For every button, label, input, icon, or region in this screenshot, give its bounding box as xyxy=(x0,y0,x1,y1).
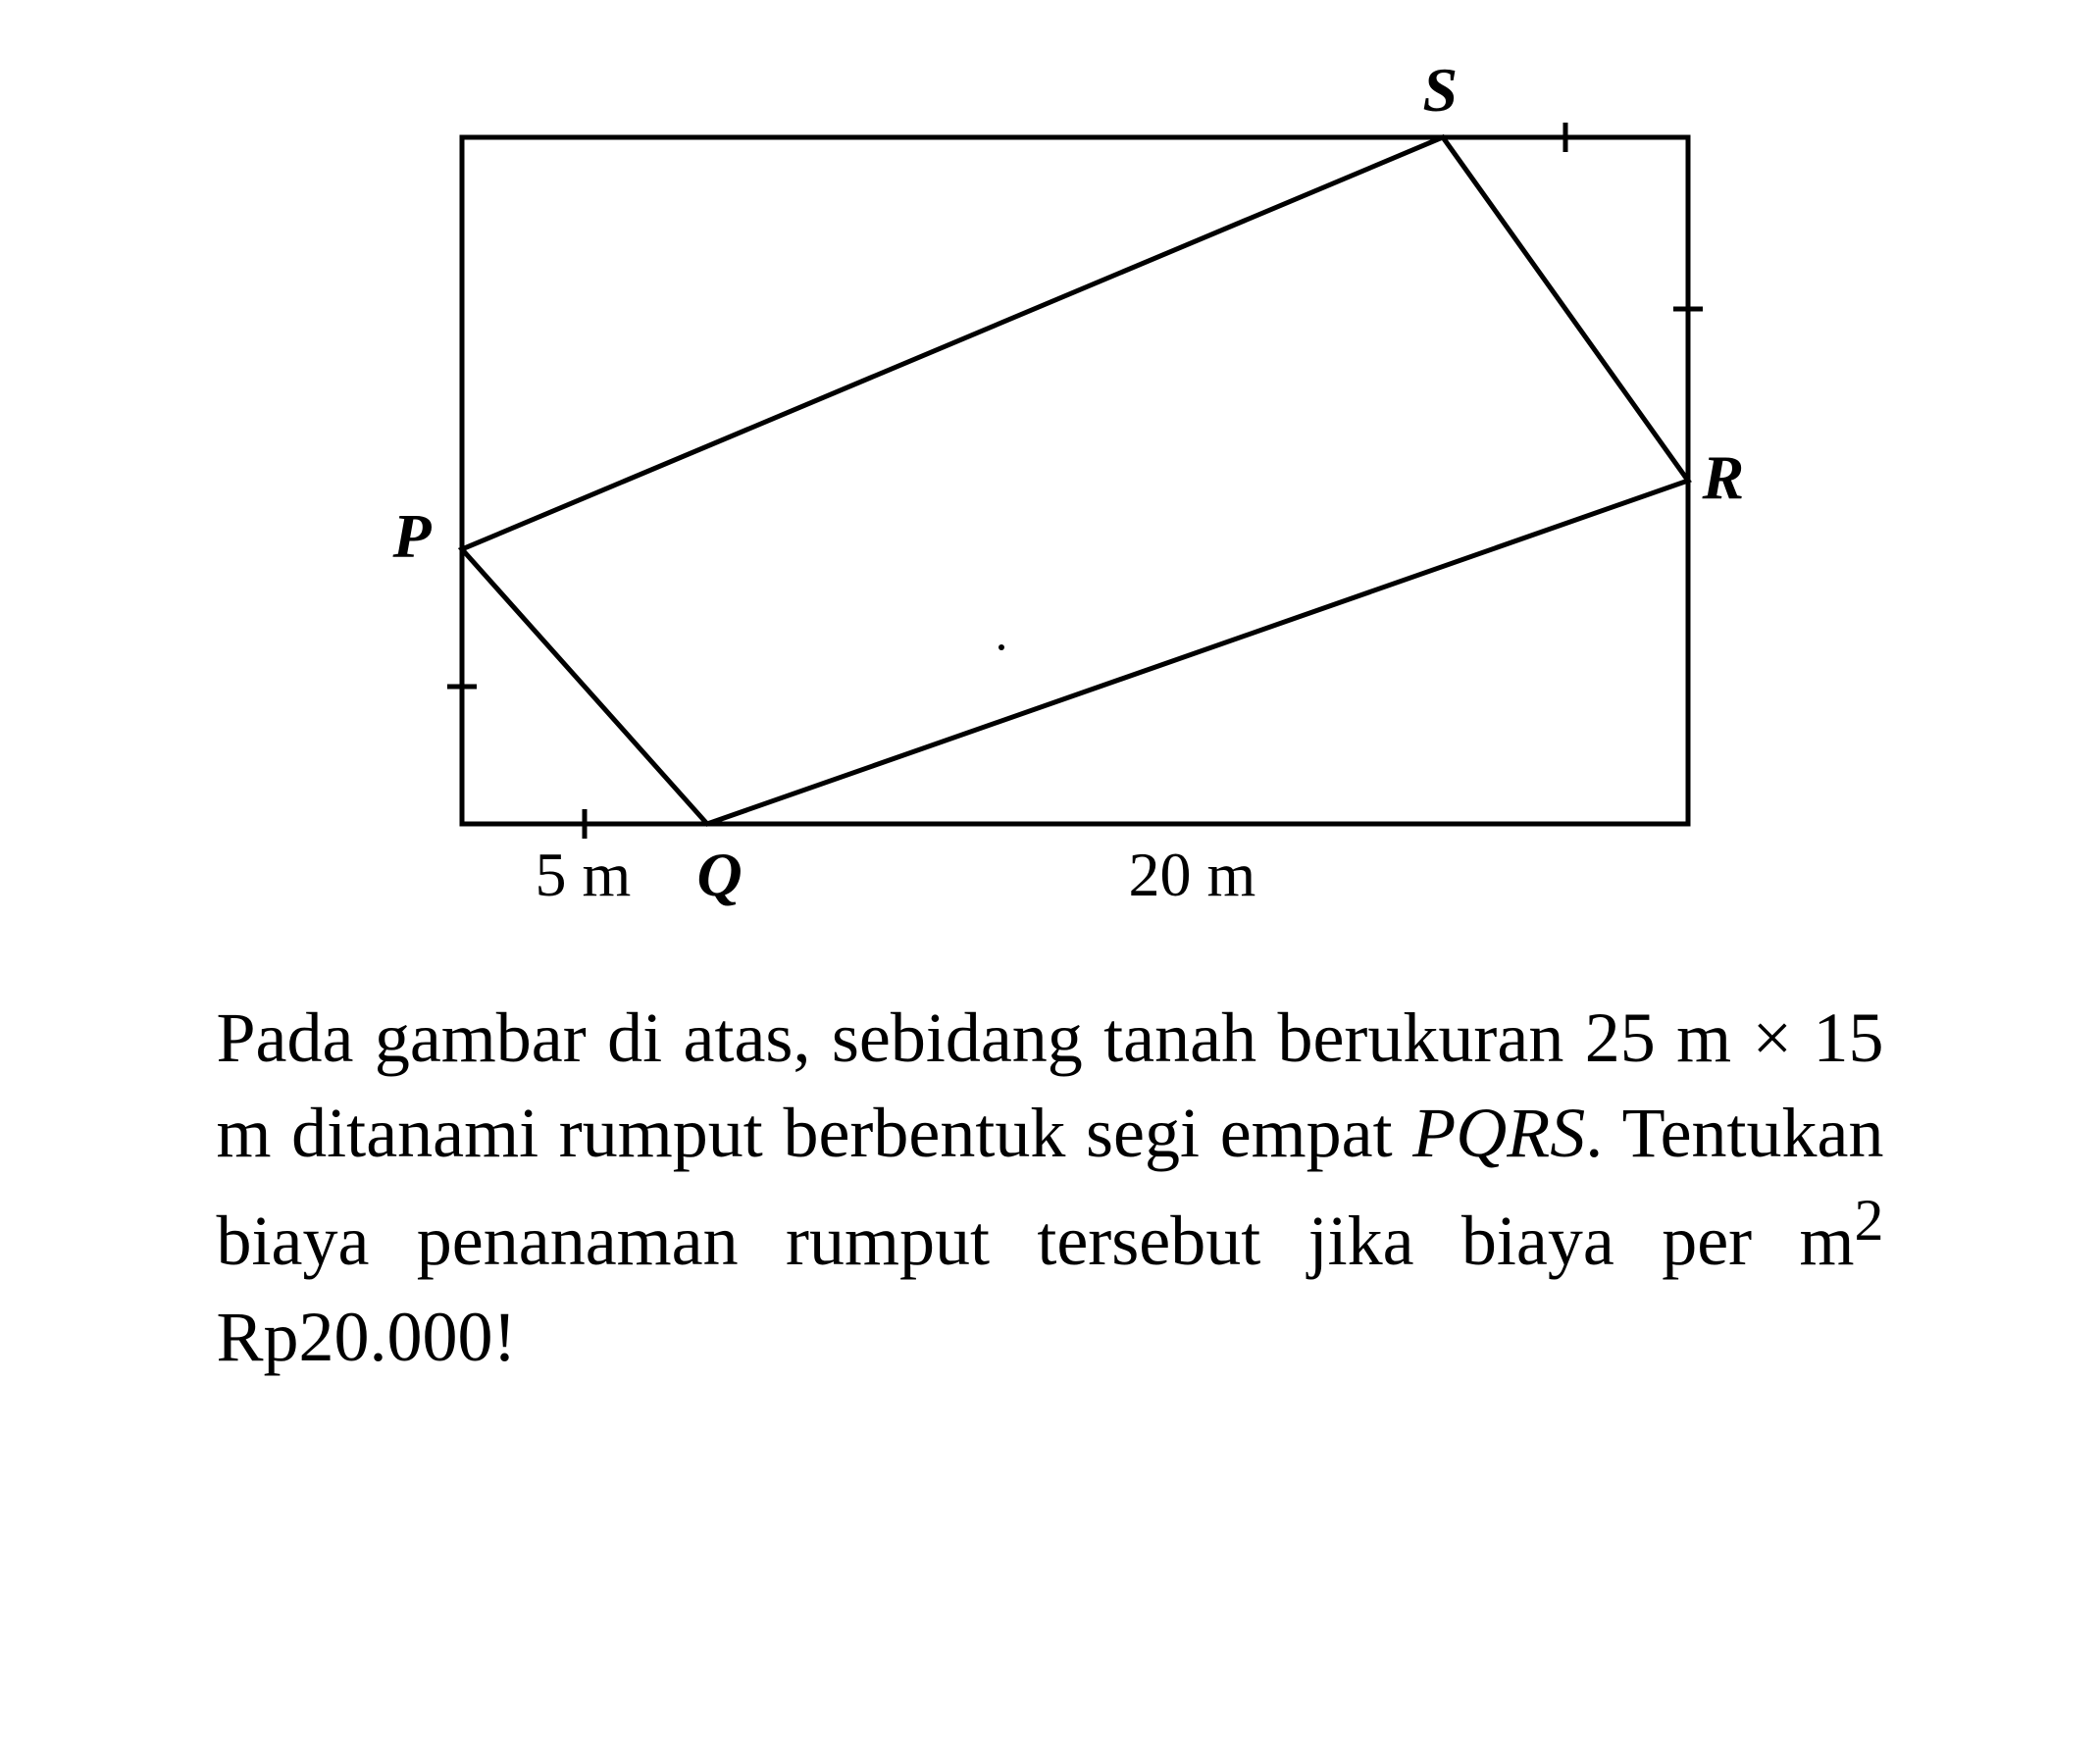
times-symbol: × xyxy=(1753,998,1793,1077)
figure-container: P Q R S 5 m 20 m Pada gambar di atas, se… xyxy=(39,39,2061,1385)
vertex-label-q: Q xyxy=(697,839,743,911)
text-pqrs: PQRS xyxy=(1412,1094,1585,1172)
vertex-label-r: R xyxy=(1703,441,1745,514)
measurement-20m: 20 m xyxy=(1129,839,1256,911)
problem-text: Pada gambar di atas, sebidang tanah beru… xyxy=(217,991,1884,1385)
geometry-diagram: P Q R S 5 m 20 m xyxy=(315,59,1786,942)
outer-rectangle xyxy=(462,137,1688,824)
center-dot xyxy=(999,644,1004,650)
vertex-label-p: P xyxy=(393,500,432,573)
text-line4a: rumput tersebut jika biaya per m xyxy=(786,1202,1855,1280)
inner-quadrilateral xyxy=(462,137,1688,824)
measurement-5m: 5 m xyxy=(536,839,632,911)
vertex-label-s: S xyxy=(1423,54,1459,127)
text-line1: Pada gambar di atas, sebidang tanah beru… xyxy=(217,998,1564,1077)
diagram-svg xyxy=(315,59,1786,942)
text-sup: 2 xyxy=(1855,1188,1884,1253)
text-line3a: segi empat xyxy=(1086,1094,1412,1172)
text-line2a: 25 m xyxy=(1585,998,1753,1077)
text-line4b: Rp20.000! xyxy=(217,1298,517,1376)
